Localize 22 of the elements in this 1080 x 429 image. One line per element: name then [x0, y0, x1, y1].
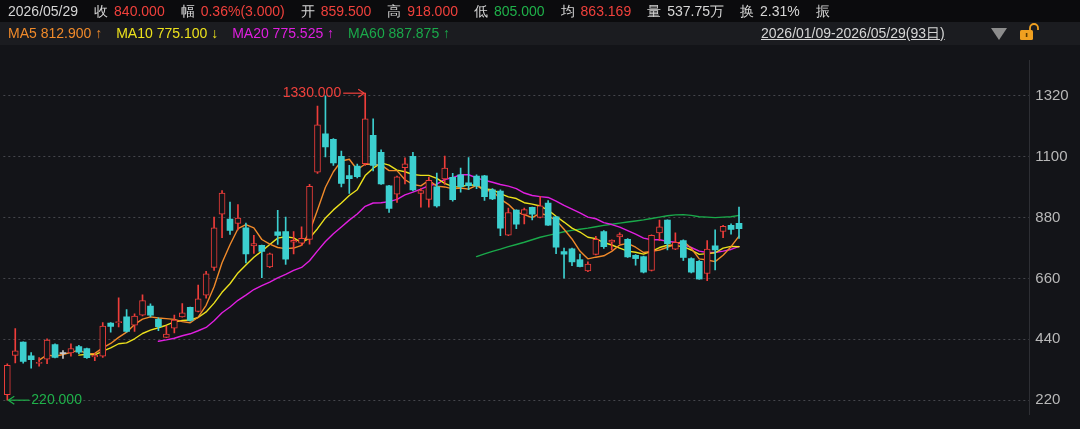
candlestick [401, 157, 409, 185]
candlestick [11, 328, 19, 364]
y-tick-label: 1320 [1035, 86, 1069, 104]
y-tick-label: 1100 [1035, 146, 1068, 164]
text: MA10 775.100 ↓ [116, 25, 219, 41]
y-tick-label: 880 [1035, 207, 1061, 225]
chart-title: 2026/05/29 收 840.000 幅 0.36%(3.000) 开 859.500 高 918.000 低 805.000 均 863.169 量 537.75万 换 2.31% 振 [8, 3, 830, 19]
candlestick [417, 188, 425, 208]
chart-subtitle: 2026/01/09-2026/05/29(93日) [761, 24, 945, 43]
candlestick [735, 206, 743, 239]
annotation: 220.000 [31, 391, 83, 408]
candlestick [258, 244, 266, 278]
text: MA60 887.875 ↑ [348, 25, 451, 41]
candlestick [59, 350, 67, 359]
y-tick-label: 660 [1035, 268, 1061, 286]
y-tick-label: 440 [1035, 329, 1061, 347]
annotation: 1330.000 [282, 84, 342, 101]
y-tick-label: 220 [1035, 390, 1061, 408]
text: MA5 812.900 ↑ [8, 25, 103, 41]
text: MA20 775.525 ↑ [232, 25, 335, 41]
candlestick [250, 235, 258, 254]
candlestick [91, 353, 99, 361]
